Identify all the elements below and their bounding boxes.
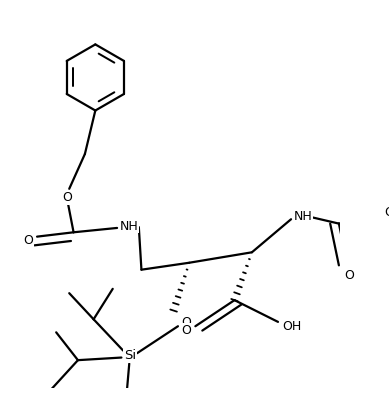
Text: O: O <box>384 206 389 219</box>
Text: O: O <box>63 191 72 204</box>
Text: NH: NH <box>294 210 313 223</box>
Text: Si: Si <box>124 349 136 362</box>
Text: O: O <box>181 316 191 329</box>
Text: OH: OH <box>282 320 301 333</box>
Text: O: O <box>344 269 354 282</box>
Text: NH: NH <box>120 220 138 233</box>
Text: O: O <box>23 234 33 247</box>
Text: O: O <box>182 324 192 337</box>
